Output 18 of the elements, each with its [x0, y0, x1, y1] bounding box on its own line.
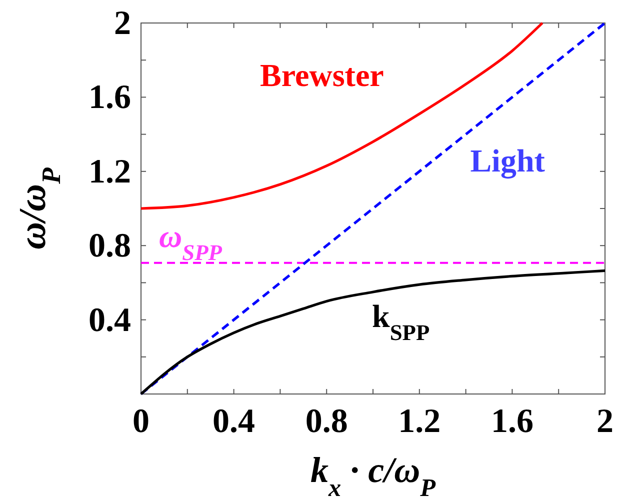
y-tick-label: 1.6 [88, 79, 131, 116]
ref-line-label: ω$_{SPP}$ [159, 218, 222, 264]
y-tick-label: 1.2 [88, 153, 131, 190]
x-tick-label: 1.6 [490, 403, 534, 440]
series-label: Brewster [260, 57, 384, 94]
line-series [140, 22, 544, 210]
y-tick-label: 0.8 [88, 228, 131, 265]
series-label: Light [470, 142, 546, 180]
x-tick-label: 2 [596, 403, 614, 440]
y-tick-label: 2 [114, 5, 131, 42]
y-tick-label: 0.4 [88, 302, 131, 339]
series-label: k$_{SPP}$ [372, 298, 430, 345]
x-axis-title: k$_{x}$ · c/ω$_{P}$ [310, 450, 436, 502]
x-tick-label: 1.2 [398, 403, 441, 440]
x-tick-label: 0 [132, 403, 150, 440]
x-tick-label: 0.8 [305, 403, 348, 440]
x-tick-label: 0.4 [212, 403, 256, 440]
line-series [140, 269, 606, 396]
